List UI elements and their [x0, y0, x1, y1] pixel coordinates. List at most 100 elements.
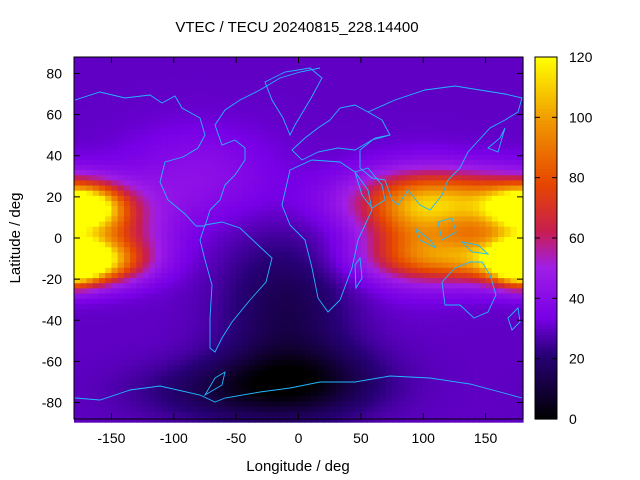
heat-cell: [217, 401, 225, 408]
heat-cell: [479, 128, 487, 135]
heat-cell: [416, 221, 424, 228]
heat-cell: [335, 355, 343, 361]
heat-cell: [248, 185, 256, 192]
heat-cell: [204, 391, 212, 397]
heat-cell: [286, 365, 293, 372]
heat-cell: [292, 329, 300, 336]
heat-cell: [404, 262, 412, 269]
heat-cell: [416, 396, 424, 403]
heat-cell: [74, 324, 81, 331]
heat-cell: [466, 396, 474, 403]
heat-cell: [498, 170, 505, 176]
heat-cell: [410, 108, 418, 115]
heat-cell: [329, 92, 337, 99]
heat-cell: [310, 288, 318, 295]
heat-cell: [223, 406, 231, 413]
heat-cell: [136, 319, 144, 325]
heat-cell: [180, 123, 187, 130]
heat-cell: [105, 375, 113, 382]
heat-cell: [198, 221, 206, 228]
heat-cell: [155, 314, 162, 320]
heat-cell: [416, 180, 424, 187]
heat-cell: [504, 406, 512, 413]
heat-cell: [329, 370, 337, 377]
heat-cell: [379, 242, 387, 248]
heat-cell: [173, 329, 181, 336]
heat-cell: [360, 149, 368, 156]
heat-cell: [155, 144, 162, 151]
heat-cell: [360, 200, 368, 207]
heat-cell: [286, 329, 293, 336]
heat-cell: [74, 416, 81, 423]
heat-cell: [117, 108, 125, 115]
heat-cell: [92, 288, 100, 295]
heat-cell: [92, 180, 100, 187]
heat-cell: [504, 118, 512, 125]
heat-cell: [367, 257, 374, 264]
heat-cell: [229, 154, 237, 161]
heat-cell: [286, 339, 293, 346]
heat-cell: [254, 406, 262, 413]
heat-cell: [261, 144, 268, 151]
heat-cell: [80, 211, 88, 217]
heat-cell: [148, 200, 156, 207]
heat-cell: [404, 324, 412, 331]
heat-cell: [242, 108, 250, 115]
heat-cell: [485, 298, 493, 305]
heat-cell: [292, 185, 300, 192]
heat-cell: [429, 303, 437, 310]
heat-cell: [167, 62, 175, 68]
heat-cell: [416, 329, 424, 336]
heat-cell: [173, 252, 181, 259]
heat-cell: [466, 236, 474, 243]
heat-cell: [155, 339, 162, 346]
heat-cell: [342, 144, 349, 151]
heat-cell: [161, 98, 169, 104]
heat-cell: [198, 200, 206, 207]
heat-cell: [329, 185, 337, 192]
heat-cell: [317, 375, 325, 382]
heat-cell: [473, 411, 480, 418]
heat-cell: [136, 67, 144, 74]
heat-cell: [161, 139, 169, 146]
heat-cell: [410, 329, 418, 336]
heat-cell: [229, 164, 237, 171]
heat-cell: [105, 401, 113, 408]
heat-cell: [410, 221, 418, 228]
heat-cell: [416, 200, 424, 207]
heat-cell: [354, 272, 362, 279]
heat-cell: [342, 334, 349, 341]
heat-cell: [117, 175, 125, 182]
heat-cell: [373, 278, 381, 284]
heat-cell: [466, 185, 474, 192]
heat-cell: [161, 92, 169, 99]
heat-cell: [254, 164, 262, 171]
heat-cell: [111, 236, 119, 243]
heat-cell: [473, 360, 480, 367]
heat-cell: [123, 139, 131, 146]
heat-cell: [485, 200, 493, 207]
heat-cell: [473, 164, 480, 171]
heat-cell: [80, 288, 88, 295]
heat-cell: [98, 344, 106, 351]
heat-cell: [398, 92, 406, 99]
heat-cell: [473, 334, 480, 341]
heat-cell: [385, 365, 393, 372]
heat-cell: [123, 298, 131, 305]
heat-cell: [105, 113, 113, 120]
heat-cell: [292, 365, 300, 372]
heat-cell: [130, 67, 137, 74]
heat-cell: [423, 329, 431, 336]
heat-cell: [342, 339, 349, 346]
heat-cell: [335, 257, 343, 264]
heat-cell: [242, 272, 250, 279]
heat-cell: [161, 344, 169, 351]
heat-cell: [148, 92, 156, 99]
heat-cell: [267, 324, 275, 331]
heat-cell: [460, 164, 468, 171]
heat-cell: [479, 144, 487, 151]
heat-cell: [117, 164, 125, 171]
heat-cell: [498, 128, 505, 135]
heat-cell: [198, 108, 206, 115]
heat-cell: [186, 252, 194, 259]
